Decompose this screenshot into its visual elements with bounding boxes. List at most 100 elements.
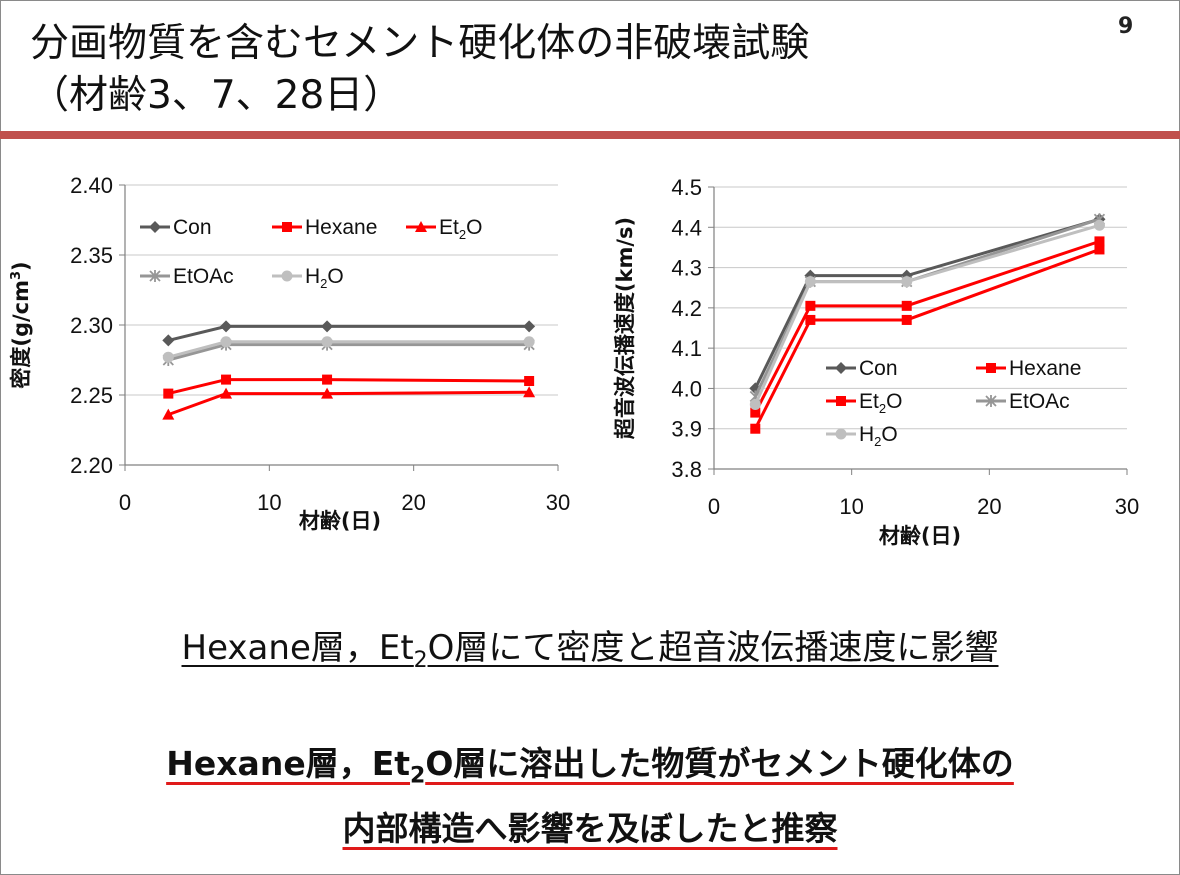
y-tick-label: 4.5	[671, 175, 702, 200]
data-point	[163, 388, 174, 399]
title-divider	[0, 131, 1180, 139]
legend-entry-etoac: EtOAc	[140, 265, 234, 288]
y-tick-label: 4.0	[671, 376, 702, 401]
data-point	[524, 376, 535, 386]
data-point	[162, 408, 175, 420]
data-point	[1094, 244, 1105, 255]
data-point	[321, 320, 334, 333]
x-tick-label: 10	[257, 490, 281, 515]
title-line-1: 分画物質を含むセメント硬化体の非破壊試験	[30, 21, 810, 66]
finding-text-b: O層にて密度と超音波伝播速度に影響	[427, 628, 999, 668]
data-point	[220, 320, 233, 333]
data-point	[749, 399, 761, 411]
y-tick-label: 4.1	[671, 336, 702, 361]
legend-marker	[281, 270, 293, 282]
legend-marker	[835, 428, 847, 440]
data-point	[523, 386, 536, 398]
legend-entry-h2o: H2O	[272, 265, 344, 291]
legend-label: H2O	[859, 423, 898, 449]
data-point	[901, 314, 912, 325]
legend-entry-h2o: H2O	[826, 423, 898, 449]
chart-1: 2.20 2.25 2.30 2.35 2.40 0 10 20 30 材齢(日) 密度(g/cm3…	[9, 173, 570, 533]
y-tick-label: 2.25	[70, 383, 113, 408]
legend-entry-hexane: Hexane	[272, 216, 377, 239]
y-tick-label: 3.9	[671, 417, 702, 442]
y-tick-label: 2.35	[70, 243, 113, 268]
series-line	[167, 340, 530, 359]
legend-marker	[985, 395, 997, 407]
title-line-2: （材齢3、7、28日）	[30, 73, 403, 118]
data-point	[321, 336, 333, 348]
conclusion-text-b: O層に溶出した物質がセメント硬化体の	[425, 744, 1014, 783]
legend-label: Con	[859, 357, 898, 380]
y-axis-label: 超音波伝播速度(km/s)	[613, 217, 637, 439]
slide-title: 分画物質を含むセメント硬化体の非破壊試験 （材齢3、7、28日）	[30, 18, 809, 122]
legend-label: Hexane	[1009, 357, 1081, 380]
conclusion-text-a: Hexane層，Et	[166, 744, 411, 783]
legend-marker	[836, 396, 846, 406]
series-line	[167, 378, 530, 396]
conclusion-message: Hexane層，Et2O層に溶出した物質がセメント硬化体の 内部構造へ影響を及ぼ…	[0, 738, 1180, 855]
legend-label: EtOAc	[1009, 390, 1070, 413]
legend-label: Con	[173, 216, 212, 239]
series-line	[753, 217, 1100, 390]
x-tick-label: 0	[119, 490, 131, 515]
y-tick-label: 4.3	[671, 256, 702, 281]
data-point	[162, 334, 175, 347]
series-et2o	[162, 386, 536, 420]
data-point	[523, 320, 536, 333]
x-tick-label: 0	[708, 494, 720, 519]
legend-entry-et2o: Et2O	[826, 390, 902, 416]
legend-marker	[986, 363, 996, 373]
y-tick-label: 2.40	[70, 173, 113, 198]
series-line	[753, 248, 1100, 430]
series-line	[167, 324, 530, 342]
legend-entry-hexane: Hexane	[976, 357, 1081, 380]
legend-entry-con: Con	[140, 216, 212, 239]
legend-marker	[835, 362, 847, 374]
data-point	[221, 374, 232, 385]
series-line	[753, 239, 1100, 414]
series-line	[167, 390, 530, 417]
finding-text: Hexane層，Et2O層にて密度と超音波伝播速度に影響	[181, 628, 999, 673]
data-point	[901, 276, 913, 288]
series-hexane	[163, 374, 535, 399]
legend-marker	[149, 221, 161, 233]
conclusion-text-c: 内部構造へ影響を及ぼしたと推察	[342, 808, 838, 848]
legend-entry-etoac: EtOAc	[976, 390, 1070, 413]
legend-label: Hexane	[305, 216, 377, 239]
data-point	[220, 387, 233, 399]
series-et2o	[750, 244, 1105, 434]
series-con	[162, 320, 536, 347]
data-point	[805, 314, 816, 325]
finding-text-sub: 2	[413, 647, 428, 673]
conclusion-text-sub: 2	[410, 763, 426, 789]
legend-entry-con: Con	[826, 357, 898, 380]
legend-label: EtOAc	[173, 265, 234, 288]
data-point	[523, 336, 535, 348]
data-point	[750, 407, 761, 418]
series-h2o	[162, 336, 535, 363]
x-tick-label: 30	[1115, 494, 1139, 519]
data-point	[1094, 236, 1105, 247]
data-point	[804, 276, 816, 288]
data-point	[322, 374, 333, 385]
data-point	[805, 300, 816, 311]
y-tick-label: 2.30	[70, 313, 113, 338]
legend-marker	[282, 222, 292, 232]
legend-label: H2O	[305, 265, 344, 291]
y-tick-label: 4.2	[671, 296, 702, 321]
y-axis-label: 密度(g/cm3)	[9, 261, 33, 388]
data-point	[750, 423, 761, 434]
finding-message: Hexane層，Et2O層にて密度と超音波伝播速度に影響	[0, 620, 1180, 673]
legend-marker	[415, 221, 427, 232]
x-axis-label: 材齢(日)	[879, 524, 961, 548]
series-line	[167, 343, 530, 362]
finding-text-a: Hexane層，Et	[181, 628, 414, 668]
conclusion-line-2: 内部構造へ影響を及ぼしたと推察	[0, 803, 1180, 855]
data-point	[1093, 219, 1105, 231]
data-point	[162, 351, 174, 363]
y-tick-label: 3.8	[671, 457, 702, 482]
x-tick-label: 20	[401, 490, 425, 515]
